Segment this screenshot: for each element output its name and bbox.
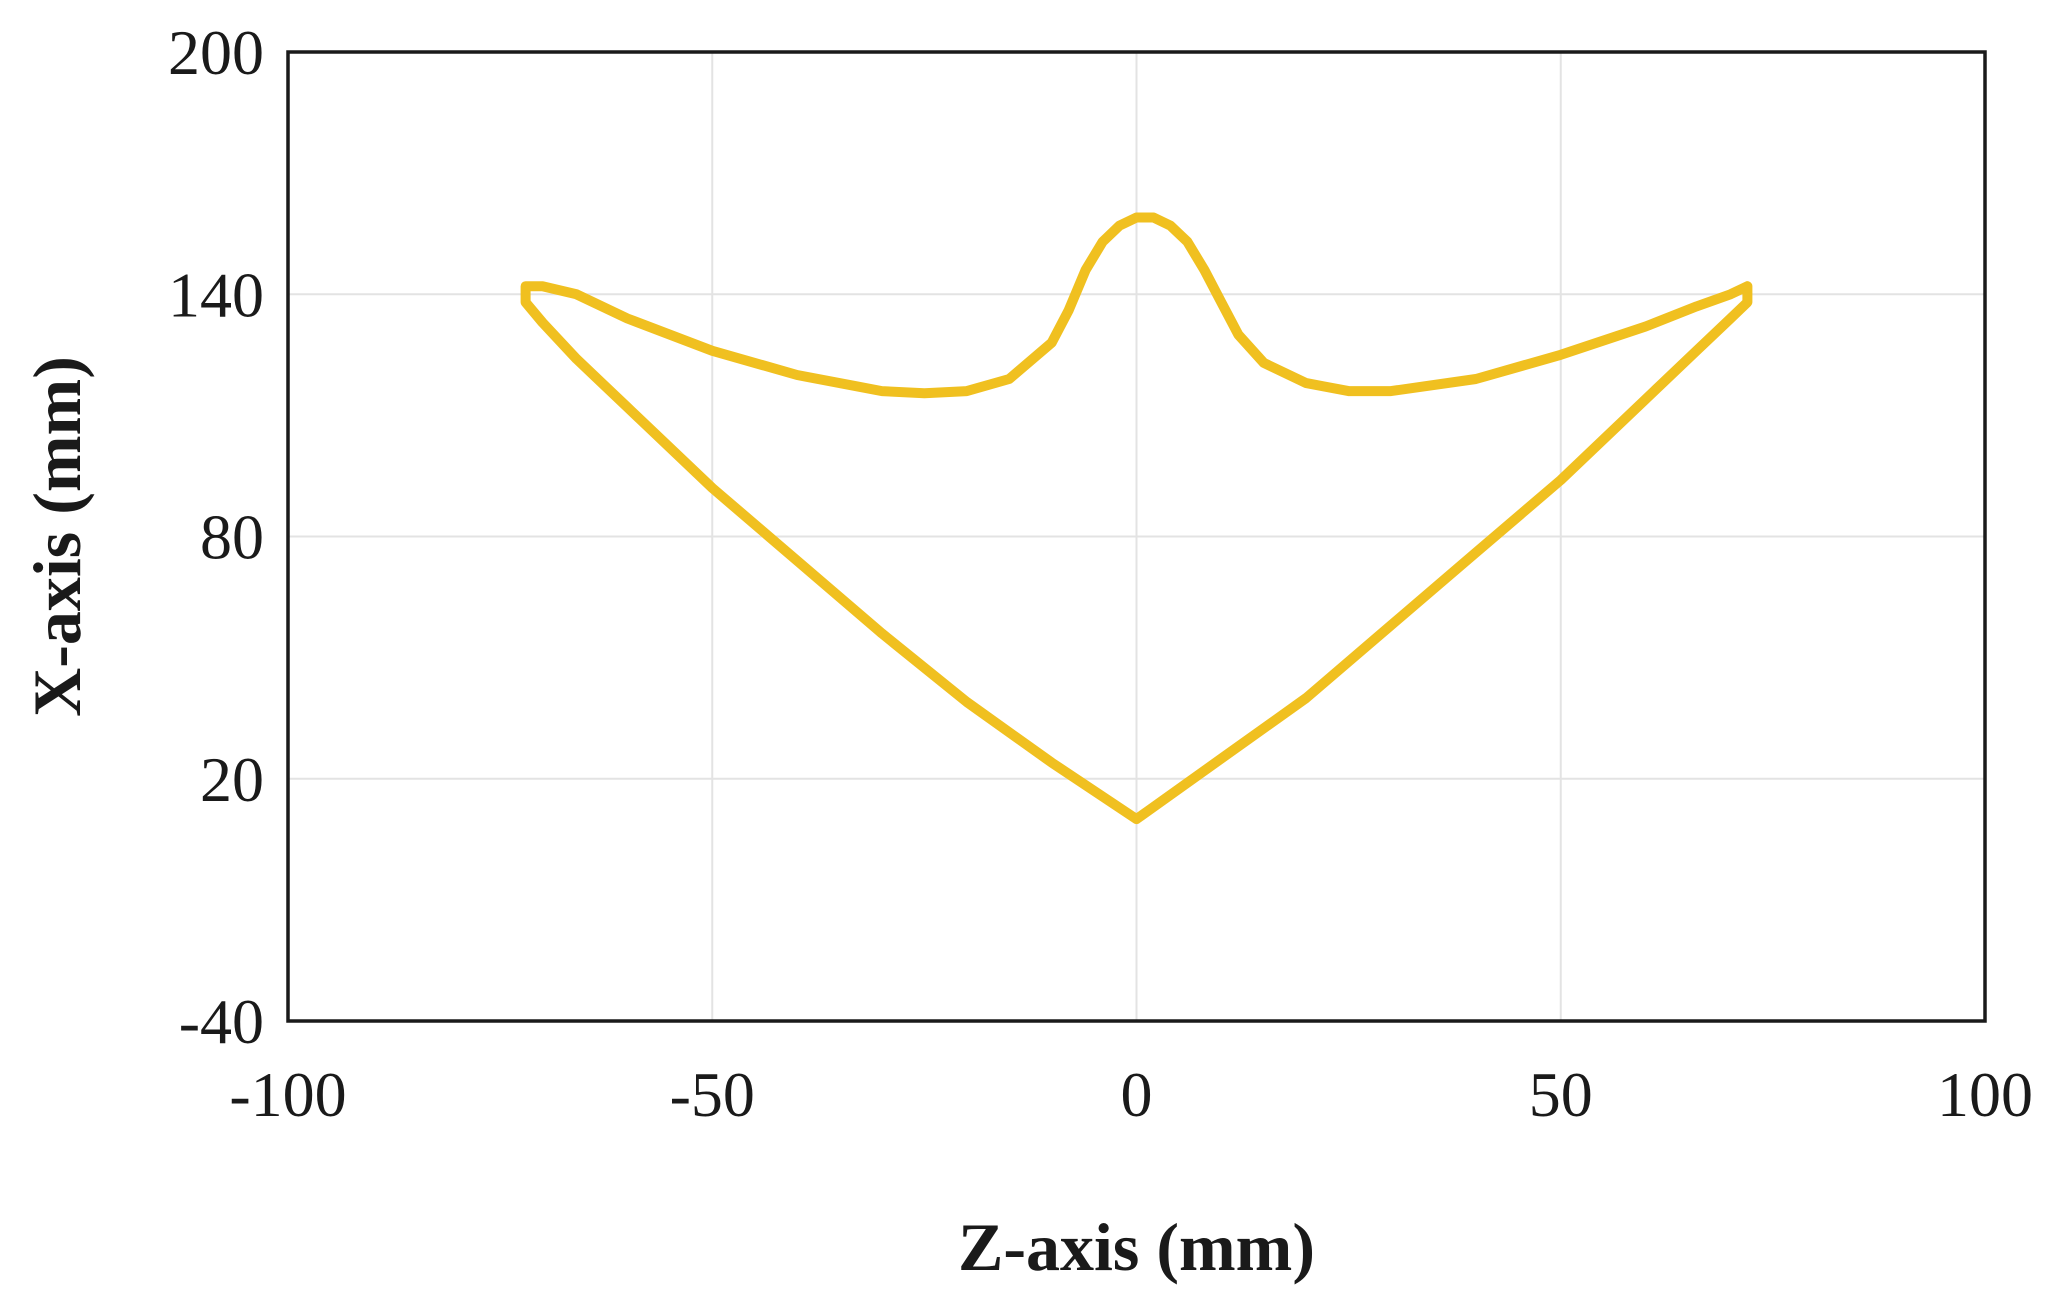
x-axis-title: Z-axis (mm) xyxy=(958,1209,1315,1285)
x-tick-label: 0 xyxy=(1121,1059,1153,1130)
y-axis-ticks: -40 20 80 140 200 xyxy=(168,17,264,1057)
x-tick-label: 50 xyxy=(1529,1059,1593,1130)
y-tick-label: 20 xyxy=(200,744,264,815)
x-axis-ticks: -100 -50 0 50 100 xyxy=(229,1059,2033,1130)
plot-frame xyxy=(286,50,1987,1023)
y-tick-label: -40 xyxy=(179,986,264,1057)
y-axis-title: X-axis (mm) xyxy=(19,356,95,717)
x-tick-label: 100 xyxy=(1937,1059,2033,1130)
x-tick-label: -50 xyxy=(670,1059,755,1130)
y-tick-label: 200 xyxy=(168,17,264,88)
x-tick-label: -100 xyxy=(229,1059,346,1130)
y-tick-label: 80 xyxy=(200,502,264,573)
y-tick-label: 140 xyxy=(168,259,264,330)
series-line xyxy=(520,212,1753,825)
grid xyxy=(287,51,1986,1022)
